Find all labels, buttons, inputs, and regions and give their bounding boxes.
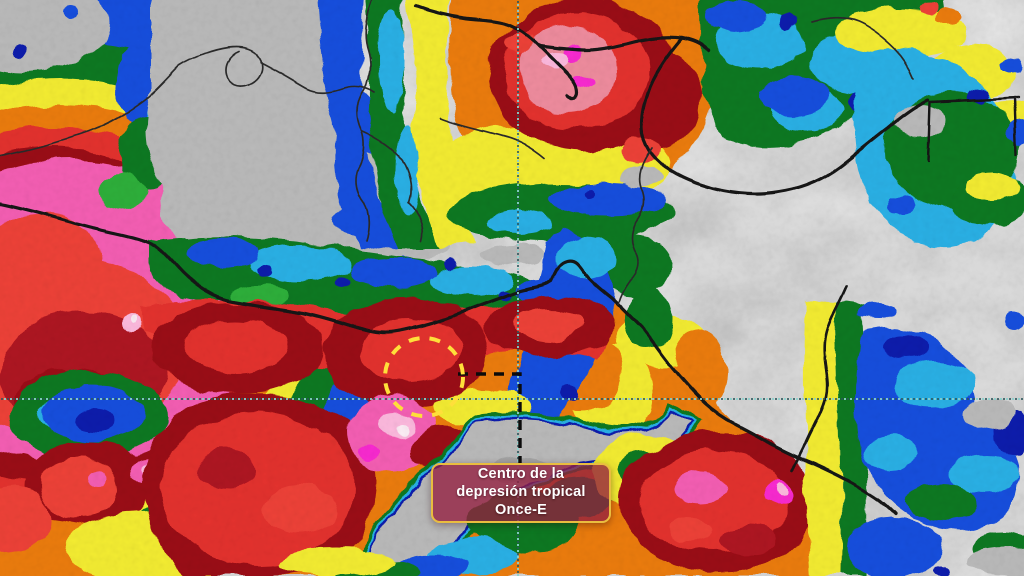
- storm-annotations: [383, 336, 522, 464]
- callout-text-line: Centro de la: [477, 466, 565, 483]
- depression-callout: Centro de la depresión tropical Once-E: [431, 463, 611, 523]
- callout-text-line: Once-E: [495, 501, 547, 518]
- callout-text-line: depresión tropical: [456, 484, 586, 501]
- depression-center-marker: [383, 336, 465, 418]
- callout-connector-line: [458, 372, 522, 464]
